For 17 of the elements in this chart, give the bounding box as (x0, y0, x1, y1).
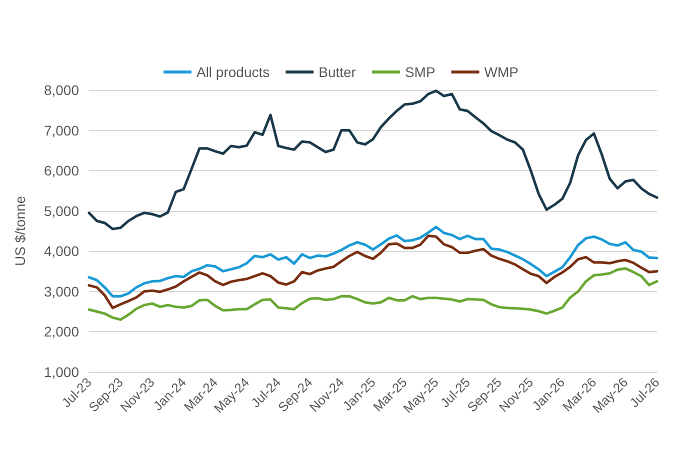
y-tick-label: 8,000 (44, 82, 80, 98)
line-series (88, 267, 658, 321)
y-tick-label: 5,000 (44, 202, 80, 219)
legend-label: SMP (404, 64, 436, 80)
legend-label: All products (196, 64, 270, 80)
y-axis-title: US $/tonne (12, 196, 28, 266)
legend-label: Butter (318, 64, 356, 80)
legend-label: WMP (484, 64, 519, 80)
line-series (88, 226, 658, 298)
y-tick-label: 3,000 (44, 283, 80, 300)
y-tick-label: 1,000 (44, 364, 80, 380)
line-series (88, 234, 658, 310)
line-series (88, 90, 658, 230)
y-tick-label: 2,000 (44, 324, 80, 340)
y-tick-label: 7,000 (44, 122, 80, 138)
y-tick-label: 4,000 (44, 243, 80, 260)
y-tick-label: 6,000 (44, 162, 80, 179)
